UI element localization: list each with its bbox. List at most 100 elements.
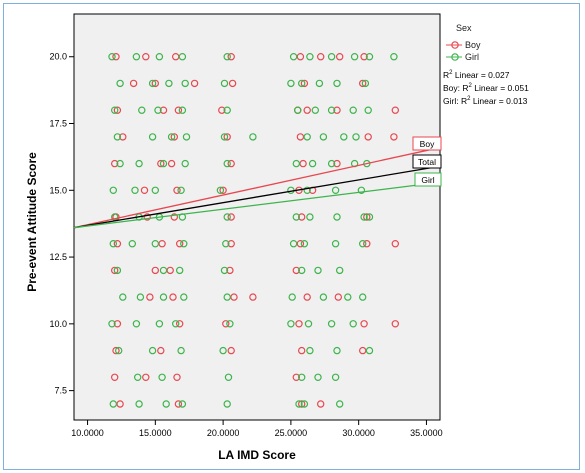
boy-point bbox=[170, 213, 178, 221]
legend: Sex Boy Girl R2 Linear = 0.027 Boy: R2 L… bbox=[443, 23, 529, 106]
fit-tag-girl: Girl bbox=[414, 172, 442, 187]
scatter-points bbox=[108, 53, 399, 408]
boy-point bbox=[227, 159, 235, 168]
girl-point bbox=[300, 400, 309, 408]
girl-point bbox=[365, 53, 374, 61]
girl-point bbox=[327, 53, 336, 61]
girl-point bbox=[298, 266, 306, 275]
boy-point bbox=[292, 266, 300, 275]
girl-point bbox=[114, 346, 123, 355]
girl-point bbox=[331, 373, 340, 381]
girl-point bbox=[159, 293, 168, 301]
girl-point bbox=[178, 53, 187, 61]
fit-stat-total-sup: 2 bbox=[449, 70, 453, 76]
girl-point bbox=[294, 106, 302, 114]
girl-point bbox=[109, 239, 118, 248]
x-tick-label: 25.0000 bbox=[275, 428, 308, 438]
girl-point bbox=[216, 186, 225, 194]
boy-point bbox=[390, 133, 398, 141]
girl-point bbox=[159, 266, 168, 275]
y-tick-label: 17.5 bbox=[49, 119, 67, 129]
fit-tag-boy-label: Boy bbox=[420, 139, 435, 149]
y-tick-label: 10.0 bbox=[49, 319, 67, 329]
girl-point bbox=[181, 79, 189, 88]
boy-point bbox=[249, 293, 257, 301]
plot-area bbox=[73, 13, 441, 421]
girl-point bbox=[109, 186, 118, 194]
boy-point bbox=[333, 106, 341, 114]
girl-point bbox=[361, 79, 370, 88]
girl-point bbox=[151, 239, 159, 248]
boy-point bbox=[300, 79, 309, 88]
boy-point bbox=[169, 293, 177, 301]
girl-point bbox=[349, 320, 357, 328]
girl-point bbox=[333, 346, 341, 355]
boy-point bbox=[222, 320, 230, 328]
fit-tag-total: Total bbox=[412, 154, 442, 169]
legend-boy-marker bbox=[451, 41, 459, 49]
girl-point bbox=[292, 213, 300, 221]
girl-point bbox=[119, 293, 127, 301]
y-tick-label: 12.5 bbox=[49, 252, 67, 262]
fit-tag-girl-label: Girl bbox=[421, 175, 434, 185]
girl-point bbox=[331, 239, 340, 248]
girl-point bbox=[138, 106, 146, 114]
girl-point bbox=[315, 79, 324, 88]
boy-point bbox=[292, 373, 300, 381]
boy-point bbox=[334, 293, 342, 301]
x-tick-label: 15.0000 bbox=[139, 428, 172, 438]
fit-lines bbox=[73, 146, 441, 229]
boy-point bbox=[295, 320, 303, 328]
girl-point bbox=[292, 159, 300, 168]
girl-point bbox=[350, 53, 359, 61]
fit-line-total bbox=[73, 165, 441, 229]
girl-point bbox=[148, 133, 157, 141]
girl-point bbox=[116, 159, 124, 168]
y-tick-label: 20.0 bbox=[49, 52, 67, 62]
fit-tag-boy: Boy bbox=[412, 136, 442, 151]
boy-point bbox=[146, 293, 154, 301]
fit-tag-boy-box bbox=[412, 136, 442, 151]
girl-point bbox=[319, 133, 328, 141]
girl-point bbox=[303, 186, 311, 194]
girl-point bbox=[175, 266, 184, 275]
fit-stat-girl: Girl: R2 Linear = 0.013 bbox=[443, 96, 528, 106]
girl-point bbox=[116, 79, 124, 88]
boy-point bbox=[230, 293, 238, 301]
girl-point bbox=[178, 106, 187, 114]
girl-point bbox=[108, 320, 116, 328]
girl-point bbox=[327, 159, 336, 168]
fit-tag-girl-box bbox=[414, 172, 442, 187]
girl-point bbox=[336, 266, 344, 275]
girl-point bbox=[151, 186, 159, 194]
boy-point bbox=[227, 239, 235, 248]
legend-boy-label: Boy bbox=[465, 40, 481, 50]
girl-point bbox=[340, 133, 348, 141]
fit-stat-total-r: R bbox=[443, 70, 449, 80]
boy-point bbox=[227, 213, 235, 221]
legend-title: Sex bbox=[456, 23, 472, 33]
girl-point bbox=[223, 106, 231, 114]
boy-point bbox=[333, 159, 341, 168]
fit-stat-girl-value: Linear = 0.013 bbox=[473, 96, 528, 106]
girl-point bbox=[289, 53, 298, 61]
boy-point bbox=[113, 239, 122, 248]
boy-point bbox=[158, 239, 166, 248]
fit-line-girl bbox=[73, 181, 441, 229]
girl-point bbox=[171, 320, 180, 328]
girl-point bbox=[359, 293, 367, 301]
girl-point bbox=[306, 213, 314, 221]
boy-point bbox=[175, 239, 184, 248]
boy-point bbox=[219, 186, 227, 194]
girl-point bbox=[162, 400, 170, 408]
girl-point bbox=[113, 133, 122, 141]
boy-point bbox=[228, 79, 237, 88]
boy-point bbox=[190, 79, 199, 88]
boy-point bbox=[142, 53, 150, 61]
fit-stat-boy-sup: 2 bbox=[469, 83, 473, 89]
girl-point bbox=[314, 373, 322, 381]
boy-point bbox=[110, 266, 119, 275]
girl-point bbox=[165, 79, 173, 88]
girl-point bbox=[223, 53, 231, 61]
girl-point bbox=[110, 213, 119, 221]
